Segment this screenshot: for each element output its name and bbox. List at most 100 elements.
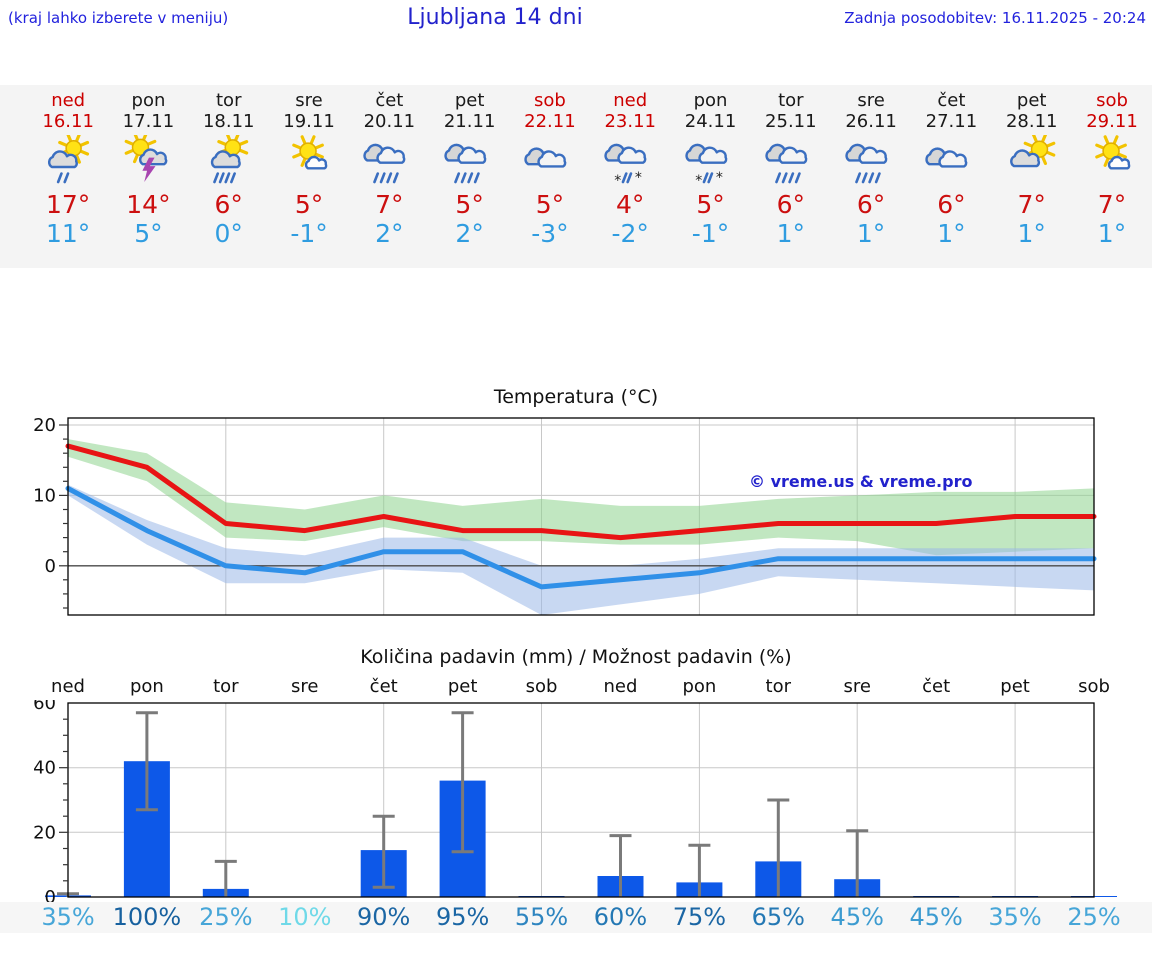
max-range-band [68, 439, 1094, 556]
last-updated-text: Zadnja posodobitev: 16.11.2025 - 20:24 [844, 9, 1146, 27]
forecast-strip: ned 16.11 17° 11° pon 17.11 14° 5° tor 18.11 6° 0° s… [0, 85, 1152, 268]
precip-day-label: sre [843, 676, 871, 697]
precip-probability-label: 100% [112, 903, 182, 931]
weather-icon-wrap: * * [670, 135, 750, 189]
precip-probability-label: 35% [988, 903, 1042, 931]
temp-max: 5° [294, 190, 324, 219]
temp-max: 17° [45, 190, 91, 219]
precip-day-label: sob [525, 676, 558, 697]
min-temperature-line [65, 485, 1097, 590]
day-date: 16.11 [42, 111, 94, 132]
precip-day-label: čet [369, 676, 398, 697]
day-date: 20.11 [363, 111, 416, 132]
weather-icon-wrap [751, 135, 831, 189]
clouds-heavyrain-icon [765, 143, 808, 184]
temp-min: 1° [1097, 219, 1127, 248]
precipitation-chart-title: Količina padavin (mm) / Možnost padavin … [360, 646, 792, 668]
precip-probability-label: 35% [41, 903, 95, 931]
sun-cloud-heavyrain-icon [210, 131, 248, 184]
forecast-day-column: ned 23.11 * * 4° -2° [590, 85, 670, 268]
forecast-day-column: sob 29.11 7° 1° [1072, 85, 1152, 268]
precip-probability-label: 10% [278, 903, 332, 931]
svg-text:20: 20 [33, 822, 56, 843]
day-name: pon [693, 90, 728, 111]
weather-icon-wrap [189, 131, 269, 189]
precip-probability-label: 45% [909, 903, 963, 931]
page-title: Ljubljana 14 dni [407, 5, 583, 30]
temp-min: 1° [856, 219, 886, 248]
day-date: 29.11 [1086, 111, 1138, 132]
temp-min: -3° [531, 219, 569, 248]
watermark-link[interactable]: © vreme.us & vreme.pro [749, 472, 973, 491]
precip-day-label: tor [213, 676, 239, 697]
day-name: pet [1016, 90, 1047, 111]
temp-min: 1° [776, 219, 806, 248]
temp-max: 6° [214, 190, 243, 219]
max-temperature-line [65, 443, 1097, 541]
svg-text:60: 60 [33, 700, 56, 714]
weather-icon-wrap [1072, 135, 1152, 189]
sun-smallcloud-icon [1095, 135, 1131, 170]
day-name: tor [216, 90, 242, 111]
day-name: sre [857, 90, 885, 111]
temp-min: 2° [375, 219, 404, 248]
min-range-band [68, 484, 1094, 615]
day-date: 26.11 [845, 111, 897, 132]
weather-icon-wrap [269, 135, 349, 189]
svg-text:20: 20 [33, 415, 56, 436]
day-date: 23.11 [604, 111, 656, 132]
svg-text:*: * [615, 173, 622, 184]
day-name: pet [454, 90, 485, 111]
precip-day-label: pon [129, 676, 164, 697]
forecast-day-column: tor 18.11 6° 0° [189, 85, 269, 268]
temp-max: 7° [1097, 190, 1127, 219]
day-name: sob [534, 90, 566, 111]
temp-max: 4° [616, 190, 645, 219]
temp-min: 11° [45, 219, 91, 248]
precip-day-label: pet [1000, 676, 1030, 697]
sun-smallcloud-icon [292, 135, 328, 170]
forecast-day-column: pon 17.11 14° 5° [108, 85, 188, 268]
svg-text:40: 40 [33, 758, 56, 779]
weather-icon-wrap [108, 131, 188, 189]
temp-max: 14° [126, 190, 171, 219]
temp-min: 1° [1017, 219, 1046, 248]
weather-icon-wrap [831, 135, 911, 189]
temp-max: 6° [937, 190, 966, 219]
day-date: 17.11 [122, 111, 175, 132]
weather-icon-wrap [349, 135, 429, 189]
day-date: 27.11 [925, 111, 978, 132]
temp-min: 5° [134, 219, 163, 248]
day-date: 19.11 [283, 111, 335, 132]
precip-probability-label: 45% [830, 903, 884, 931]
menu-hint-text: (kraj lahko izberete v meniju) [8, 9, 229, 27]
day-name: tor [778, 90, 804, 111]
clouds-heavyrain-icon [363, 143, 406, 184]
day-date: 21.11 [443, 111, 496, 132]
precip-probability-label: 60% [593, 903, 648, 931]
precip-percent-strip: 35% 100% 25% 10% 90% 95% 55% 60% 75% 65% 45% 45% 35%… [0, 902, 1152, 933]
forecast-day-column: sre 19.11 5° -1° [269, 85, 349, 268]
clouds-sleet-icon: * * [684, 143, 727, 189]
sun-cloud-rain-icon [48, 132, 90, 184]
weather-icon-wrap [429, 135, 509, 189]
forecast-day-column: čet 20.11 7° 2° [349, 85, 429, 268]
day-date: 18.11 [202, 111, 255, 132]
temp-max: 5° [696, 190, 725, 219]
day-date: 28.11 [1005, 111, 1058, 132]
clouds-heavyrain-icon [845, 143, 888, 184]
precip-probability-label: 25% [1067, 903, 1121, 931]
temp-max: 6° [856, 190, 886, 219]
precip-day-label: tor [765, 676, 792, 697]
precip-day-label: pet [447, 676, 478, 697]
precip-probability-label: 75% [672, 903, 727, 931]
svg-text:0: 0 [45, 556, 56, 577]
day-name: ned [51, 90, 86, 111]
day-name: pon [131, 90, 166, 111]
precip-probability-label: 55% [514, 903, 569, 931]
forecast-day-column: tor 25.11 6° 1° [751, 85, 831, 268]
precip-day-label: ned [51, 676, 85, 697]
day-date: 24.11 [684, 111, 737, 132]
day-name: čet [937, 90, 966, 111]
